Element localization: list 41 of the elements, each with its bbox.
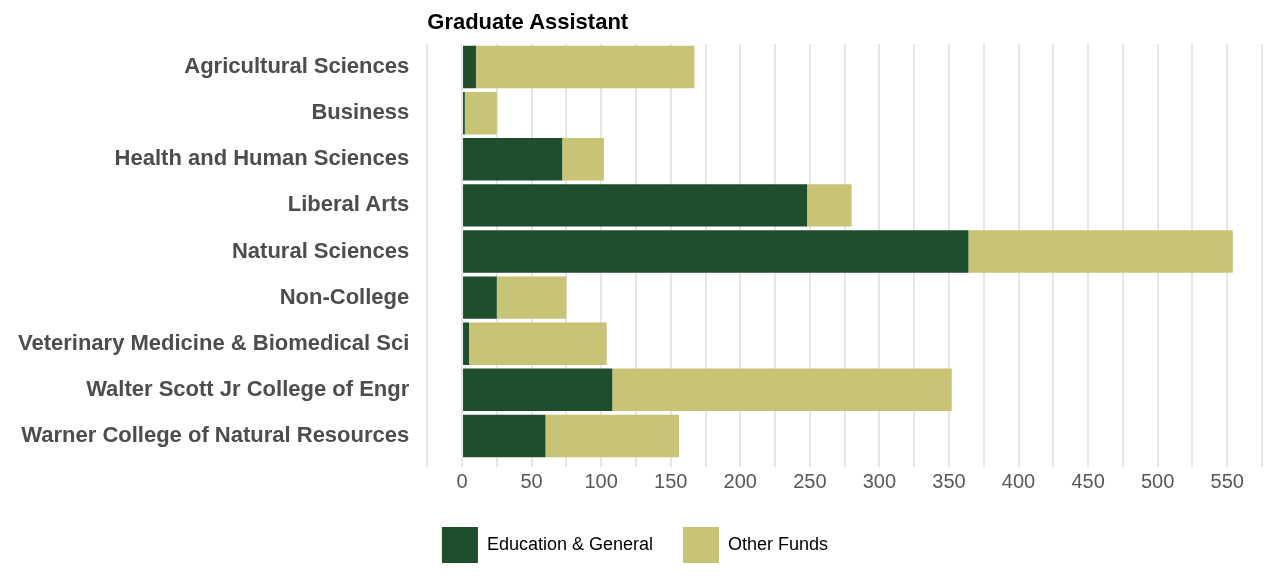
bar [968, 230, 1233, 273]
bar [463, 45, 476, 89]
x-tick-label: 150 [654, 469, 688, 492]
y-tick-label: Walter Scott Jr College of Engr [86, 375, 410, 401]
x-tick-label: 300 [862, 469, 897, 492]
bar [464, 91, 497, 135]
bar [463, 368, 613, 412]
y-tick-label: Health and Human Sciences [114, 145, 410, 171]
bar [463, 322, 469, 365]
bar [545, 414, 680, 458]
x-tick-label: 500 [1140, 469, 1175, 492]
x-tick-label: 250 [793, 469, 827, 492]
bar [475, 45, 695, 89]
bar [469, 322, 607, 365]
x-tick-label: 350 [932, 469, 966, 492]
y-tick-label: Warner College of Natural Resources [21, 422, 410, 448]
bar [463, 414, 546, 458]
bar [807, 184, 852, 227]
bar [612, 368, 952, 412]
x-tick-label: 200 [723, 469, 757, 492]
legend-label: Other Funds [728, 533, 829, 554]
bar [463, 230, 969, 273]
bar [463, 276, 497, 319]
y-tick-label: Agricultural Sciences [184, 53, 410, 79]
chart-title: Graduate Assistant [427, 9, 629, 35]
y-tick-label: Veterinary Medicine & Biomedical Sci [18, 329, 410, 355]
bar [562, 138, 604, 181]
x-tick-label: 550 [1210, 469, 1244, 492]
y-tick-label: Natural Sciences [231, 237, 410, 263]
y-tick-label: Business [311, 99, 410, 125]
x-tick-label: 450 [1071, 469, 1105, 492]
x-tick-label: 400 [1001, 469, 1036, 492]
legend-label: Education & General [486, 533, 654, 554]
y-tick-label: Liberal Arts [287, 191, 410, 217]
x-tick-label: 50 [520, 469, 543, 492]
y-tick-label: Non-College [279, 283, 410, 309]
x-tick-label: 100 [584, 469, 618, 492]
bar [463, 184, 808, 227]
bar [463, 138, 563, 181]
x-tick-label: 0 [456, 469, 468, 492]
bar [496, 276, 567, 319]
